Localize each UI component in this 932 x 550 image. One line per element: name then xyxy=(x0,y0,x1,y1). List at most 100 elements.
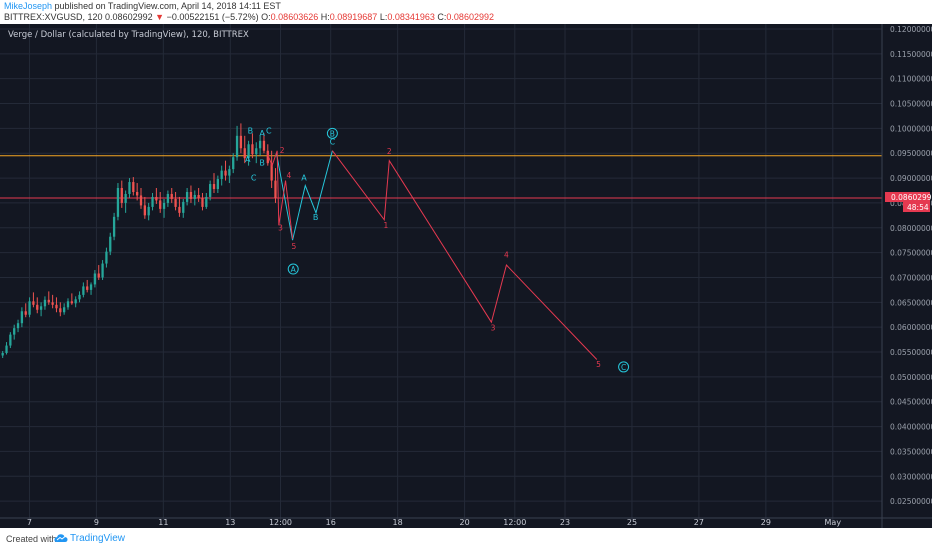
candle-body xyxy=(55,304,58,309)
price-tags: 0.08602992 48:54 xyxy=(885,192,932,212)
ohlc-line: BITTREX:XVGUSD, 120 0.08602992 ▼ −0.0052… xyxy=(4,11,494,23)
candle-body xyxy=(178,206,181,213)
time-tick-label: 27 xyxy=(694,518,704,527)
candle-body xyxy=(116,188,120,217)
candle-body xyxy=(247,144,250,159)
candle-body xyxy=(197,194,200,198)
tradingview-brand[interactable]: TradingView xyxy=(70,533,126,544)
circled-wave-marker xyxy=(287,263,299,275)
candle-body xyxy=(51,302,54,305)
time-tick-label: 12:00 xyxy=(269,518,292,527)
candle-body xyxy=(1,353,4,356)
wave-a-subwave-path xyxy=(266,150,294,239)
candle-body xyxy=(170,193,173,199)
price-tick-label: 0.10000000 xyxy=(890,124,932,133)
circled-wave-label: A xyxy=(291,265,297,274)
created-with-text: Created with xyxy=(6,534,57,544)
footer: Created with TradingView xyxy=(0,528,932,550)
time-tick-label: 23 xyxy=(560,518,570,527)
candle-body xyxy=(101,263,104,278)
wave-label: C xyxy=(330,137,336,146)
candle-body xyxy=(224,170,227,176)
price-tick-label: 0.07500000 xyxy=(890,249,932,258)
candle-body xyxy=(28,301,31,315)
candle-body xyxy=(9,334,12,346)
candle-body xyxy=(235,135,239,158)
time-tick-label: May xyxy=(825,518,842,527)
candle-body xyxy=(205,196,208,207)
close-label: C: xyxy=(437,12,447,22)
candle-body xyxy=(270,163,273,181)
candle-body xyxy=(120,188,123,203)
candle-body xyxy=(182,201,185,213)
change-value: −0.00522151 (−5.72%) xyxy=(166,12,259,22)
wave-count-label: 4 xyxy=(286,171,291,180)
candle-body xyxy=(132,182,135,192)
candle-body xyxy=(201,197,204,207)
wave-label: A xyxy=(245,155,251,164)
candle-body xyxy=(5,345,8,354)
candle-body xyxy=(112,216,116,237)
candle-body xyxy=(216,179,219,190)
candles xyxy=(1,123,277,358)
symbol-label: BITTREX:XVGUSD, 120 xyxy=(4,12,103,22)
price-tick-label: 0.05000000 xyxy=(890,373,932,382)
grid xyxy=(0,24,882,521)
candle-body xyxy=(128,182,131,194)
price-tick-label: 0.07000000 xyxy=(890,273,932,282)
wave-count-label: 3 xyxy=(491,324,496,333)
author-link[interactable]: MikeJoseph xyxy=(4,1,53,11)
wave-count-label: 4 xyxy=(504,251,509,260)
candle-body xyxy=(209,184,212,197)
wave-count-label: 5 xyxy=(596,360,601,369)
price-tick-label: 0.06000000 xyxy=(890,323,932,332)
wave-label: A xyxy=(301,174,307,183)
low-value: 0.08341963 xyxy=(387,12,435,22)
price-axis[interactable]: 0.12000000 0.11500000 0.11000000 0.10500000… xyxy=(890,25,932,506)
circled-wave-label: B xyxy=(330,129,335,138)
candle-body xyxy=(66,301,70,308)
time-tick-label: 29 xyxy=(761,518,771,527)
last-price-tag xyxy=(885,192,930,202)
wave-label: B xyxy=(313,213,319,222)
candle-body xyxy=(155,196,158,201)
candle-body xyxy=(82,286,85,295)
candle-body xyxy=(243,148,246,159)
last-price: 0.08602992 xyxy=(105,12,153,22)
candle-body xyxy=(32,301,35,305)
candle-body xyxy=(105,251,108,264)
candle-body xyxy=(212,184,216,190)
wave-count-label: 2 xyxy=(387,147,392,156)
time-axis[interactable]: 7 9 11 13 12:00 16 18 20 12:00 23 25 27 29 May xyxy=(27,518,841,527)
candle-body xyxy=(262,140,266,151)
circled-wave-label: C xyxy=(621,363,626,372)
candle-body xyxy=(220,170,223,180)
candle-body xyxy=(239,135,243,149)
wave-label: A xyxy=(259,129,265,138)
candle-body xyxy=(39,306,43,310)
time-tick-label: 7 xyxy=(27,518,32,527)
price-tick-label: 0.11500000 xyxy=(890,50,932,59)
price-tick-label: 0.09500000 xyxy=(890,149,932,158)
time-tick-label: 20 xyxy=(460,518,470,527)
wave-c-path xyxy=(331,150,598,360)
candle-body xyxy=(251,144,254,155)
candle-body xyxy=(185,191,189,202)
candle-body xyxy=(174,198,177,207)
candle-body xyxy=(232,157,235,170)
price-tick-label: 0.09000000 xyxy=(890,174,932,183)
change-arrow-icon: ▼ xyxy=(155,12,165,22)
candle-body xyxy=(89,284,93,290)
circled-wave-marker xyxy=(326,127,338,139)
price-tick-label: 0.02500000 xyxy=(890,497,932,506)
candle-body xyxy=(86,286,89,290)
price-tick-label: 0.10500000 xyxy=(890,100,932,109)
wave-count-label: 3 xyxy=(278,223,283,232)
candle-body xyxy=(43,299,47,307)
candle-body xyxy=(16,323,20,329)
last-price-tag-label: 0.08602992 xyxy=(891,193,932,202)
candle-body xyxy=(124,193,127,203)
